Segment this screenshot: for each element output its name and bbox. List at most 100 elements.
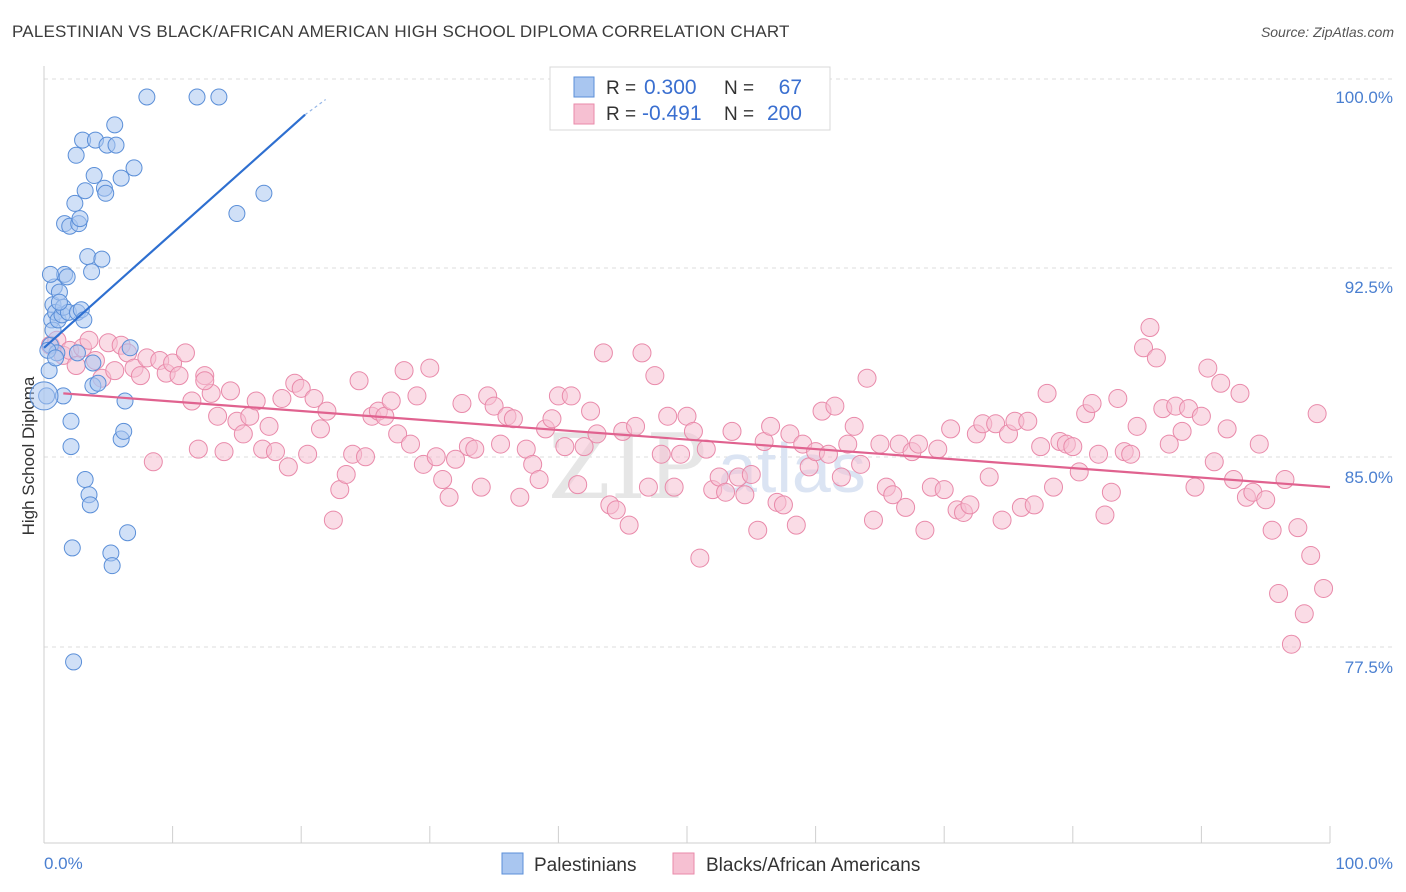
point-palestinians-59	[188, 88, 206, 106]
point-blacks-86	[593, 343, 613, 363]
point-blacks-90	[619, 515, 639, 535]
x-tick-label-1: 100.0%	[1335, 854, 1393, 873]
point-blacks-159	[1063, 437, 1083, 457]
point-blacks-178	[1185, 477, 1205, 497]
point-blacks-195	[1294, 604, 1314, 624]
point-palestinians-33	[76, 471, 94, 489]
point-blacks-197	[1307, 404, 1327, 424]
point-palestinians-34	[79, 248, 97, 266]
point-blacks-189	[1256, 490, 1276, 510]
point-palestinians-32	[76, 182, 94, 200]
y-axis-title: High School Diploma	[19, 376, 38, 535]
point-blacks-123	[831, 467, 851, 487]
point-blacks-101	[690, 548, 710, 568]
point-palestinians-22	[65, 653, 83, 671]
point-blacks-26	[208, 406, 228, 426]
point-blacks-172	[1146, 348, 1166, 368]
legend-n-value-2: 200	[767, 102, 802, 125]
trend-line-palestinians-extension	[304, 99, 326, 116]
stats-legend: R = 0.300 N = 67 R = -0.491 N = 200	[549, 66, 831, 131]
point-blacks-69	[484, 396, 504, 416]
point-blacks-191	[1269, 584, 1289, 604]
point-blacks-83	[574, 437, 594, 457]
point-palestinians-large	[29, 381, 59, 411]
point-blacks-67	[471, 477, 491, 497]
point-blacks-96	[658, 406, 678, 426]
point-palestinians-61	[228, 205, 246, 223]
point-blacks-46	[336, 464, 356, 484]
point-blacks-124	[838, 434, 858, 454]
point-blacks-138	[928, 439, 948, 459]
point-blacks-122	[825, 396, 845, 416]
point-blacks-37	[278, 457, 298, 477]
point-palestinians-39	[84, 354, 102, 372]
point-blacks-148	[992, 510, 1012, 530]
point-blacks-70	[491, 434, 511, 454]
point-palestinians-58	[138, 88, 156, 106]
point-blacks-153	[1024, 495, 1044, 515]
point-blacks-20	[169, 366, 189, 386]
point-blacks-23	[188, 439, 208, 459]
point-palestinians-23	[66, 194, 84, 212]
point-palestinians-16	[58, 268, 76, 286]
point-blacks-41	[304, 388, 324, 408]
point-blacks-185	[1230, 383, 1250, 403]
legend-n-label-1: N =	[724, 78, 754, 99]
point-blacks-174	[1159, 434, 1179, 454]
point-blacks-140	[941, 419, 961, 439]
point-blacks-73	[510, 487, 530, 507]
point-blacks-183	[1217, 419, 1237, 439]
point-blacks-44	[323, 510, 343, 530]
grid-lines	[44, 78, 1395, 648]
point-palestinians-48	[103, 557, 121, 575]
point-blacks-169	[1127, 416, 1147, 436]
legend-box	[549, 66, 831, 131]
point-palestinians-21	[63, 539, 81, 557]
point-blacks-62	[439, 487, 459, 507]
point-palestinians-54	[116, 392, 134, 410]
point-blacks-116	[786, 515, 806, 535]
point-blacks-36	[272, 388, 292, 408]
x-tick-label-0: 0.0%	[44, 854, 83, 873]
point-blacks-182	[1211, 373, 1231, 393]
point-blacks-93	[638, 477, 658, 497]
point-blacks-61	[433, 470, 453, 490]
point-palestinians-36	[81, 496, 99, 514]
bottom-legend-swatch-palestinians	[501, 852, 524, 875]
point-blacks-92	[632, 343, 652, 363]
point-blacks-196	[1301, 546, 1321, 566]
series-legend: Palestinians Blacks/African Americans	[501, 852, 920, 876]
point-blacks-168	[1121, 444, 1141, 464]
point-palestinians-26	[68, 344, 86, 362]
point-blacks-198	[1314, 578, 1334, 598]
point-palestinians-50	[107, 136, 125, 154]
point-palestinians-57	[125, 159, 143, 177]
point-palestinians-31	[75, 311, 93, 329]
point-palestinians-65	[50, 293, 68, 311]
point-blacks-106	[722, 421, 742, 441]
point-blacks-63	[446, 449, 466, 469]
point-blacks-42	[310, 419, 330, 439]
point-palestinians-56	[121, 339, 139, 357]
point-blacks-112	[761, 416, 781, 436]
y-tick-label-3: 100.0%	[1335, 88, 1393, 107]
point-blacks-135	[908, 434, 928, 454]
point-palestinians-60	[210, 88, 228, 106]
point-blacks-32	[246, 391, 266, 411]
point-blacks-176	[1172, 421, 1192, 441]
legend-r-label-1: R =	[606, 78, 636, 99]
point-blacks-88	[606, 500, 626, 520]
point-blacks-155	[1037, 383, 1057, 403]
trend-line-blacks	[63, 392, 1331, 489]
point-blacks-94	[645, 366, 665, 386]
point-palestinians-40	[85, 167, 103, 185]
point-palestinians-55	[119, 524, 137, 542]
chart-title: PALESTINIAN VS BLACK/AFRICAN AMERICAN HI…	[12, 22, 790, 41]
y-tick-label-2: 92.5%	[1345, 278, 1393, 297]
legend-r-value-2: -0.491	[642, 102, 702, 125]
point-blacks-143	[960, 495, 980, 515]
point-palestinians-64	[47, 349, 65, 367]
bottom-legend-blacks: Blacks/African Americans	[706, 855, 920, 876]
point-blacks-154	[1031, 437, 1051, 457]
